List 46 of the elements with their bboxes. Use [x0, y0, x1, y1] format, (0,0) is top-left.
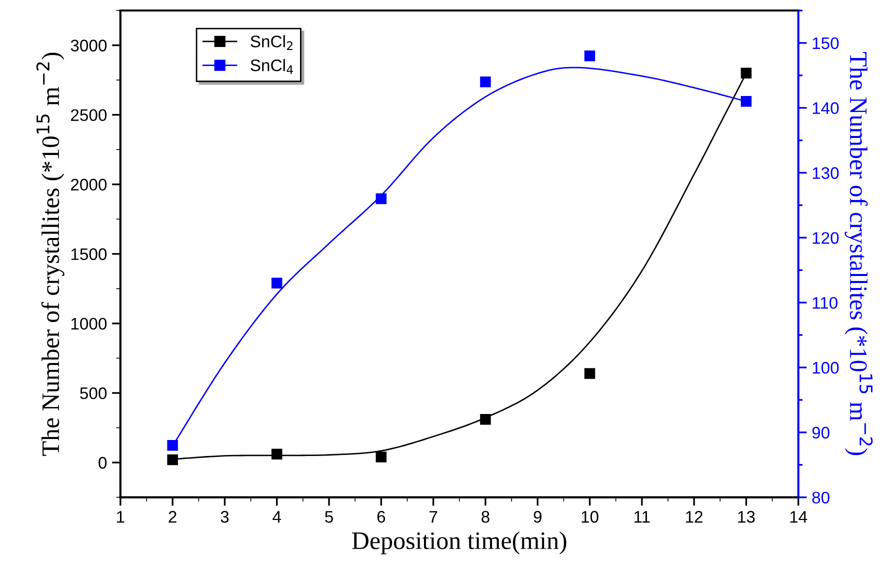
x-tick-label: 6: [377, 510, 386, 523]
y-tick-label: 1000: [71, 318, 107, 330]
point: [376, 193, 387, 204]
y2-tick-label: 120: [812, 232, 839, 244]
x-tick-label: 11: [634, 511, 650, 523]
x-tick-label: 7: [430, 511, 438, 523]
x-tick-label: 14: [790, 511, 808, 523]
y2-tick-label: 150: [812, 37, 839, 50]
y2-tick-label: 130: [812, 167, 839, 179]
y2-tick-label: 80: [812, 492, 830, 504]
x-tick-label: 3: [220, 510, 229, 523]
point: [480, 414, 491, 425]
x-tick-label: 8: [482, 510, 490, 523]
legend-label: SnCl$_{2}$: [250, 35, 292, 50]
point: [167, 440, 178, 451]
x-tick-label: 4: [272, 511, 282, 523]
point: [167, 454, 178, 466]
legend-label: SnCl$_{4}$: [250, 59, 293, 74]
y2-tick-label: 90: [812, 426, 830, 439]
x-tick-label: 5: [325, 511, 333, 523]
y-tick-label: 3000: [70, 40, 107, 52]
x-tick-label: 10: [582, 510, 598, 523]
x-axis-title: Deposition time(min): [352, 532, 566, 554]
point: [271, 278, 282, 288]
x-tick-label: 13: [738, 510, 755, 523]
point: [584, 368, 596, 379]
y-tick-label: 2000: [70, 178, 107, 191]
point: [740, 68, 752, 78]
point: [271, 448, 282, 460]
x-tick-label: 1: [117, 511, 124, 523]
point: [584, 50, 596, 62]
point: [740, 96, 752, 107]
x-tick-label: 2: [168, 510, 176, 523]
point: [376, 452, 387, 462]
point: [480, 76, 491, 88]
y2-tick-label: 100: [812, 362, 839, 374]
y2-tick-label: 110: [812, 296, 838, 309]
y-tick-label: 1500: [71, 248, 107, 260]
x-tick-label: 12: [686, 510, 702, 523]
y-tick-label: 500: [80, 387, 107, 400]
y2-tick-label: 140: [812, 102, 839, 114]
y-axis-title: The Number of crystallites (*10$^{15}$ m$^{−2}$): [36, 52, 64, 456]
y-tick-label: 0: [98, 456, 107, 469]
y-tick-label: 2500: [70, 109, 107, 122]
x-tick-label: 9: [534, 510, 542, 523]
y2-axis-title: The Number of crystallites (*10$^{15}$ m$^{−2}$): [844, 52, 873, 456]
